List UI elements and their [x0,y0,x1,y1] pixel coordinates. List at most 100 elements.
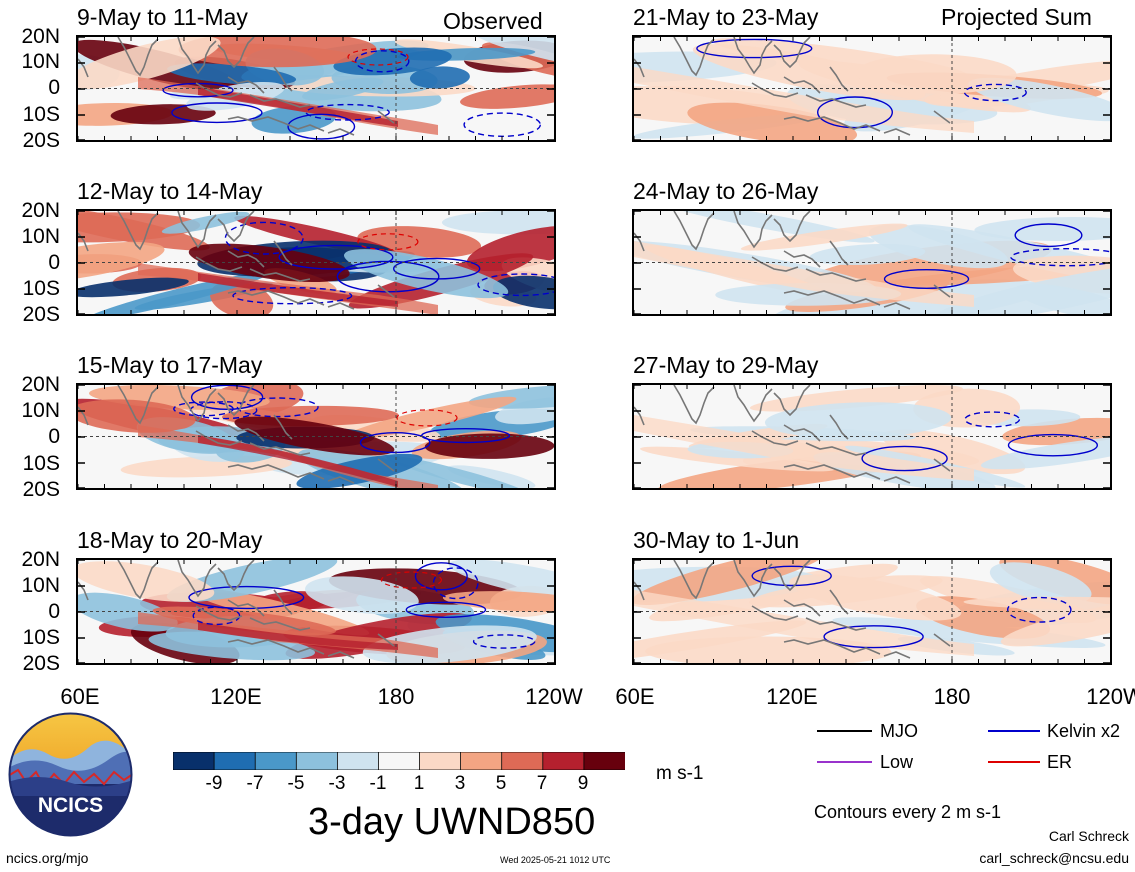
coastline [327,302,355,310]
coastline [217,37,255,69]
anomaly-patch [110,104,216,125]
coastline [117,385,159,425]
coastline [783,250,821,268]
kelvin-contour [359,431,431,454]
coastline [177,385,217,423]
coastline [227,599,265,617]
coastline [751,430,799,446]
lat-20n: 20N [21,199,60,222]
anomaly-patch [341,396,517,440]
colorbar-swatch [501,751,544,771]
map-panel-obs-4 [76,558,556,665]
anomaly-patch [493,275,554,310]
cb-label-3: 3 [454,773,466,794]
lon-label-180: 180 [933,684,971,709]
footer-site: ncics.org/mjo [6,850,89,866]
colorbar-swatch [336,751,380,771]
anomaly-patch [409,66,470,89]
westerly-streak [634,67,974,133]
contour-note: Contours every 2 m s-1 [814,802,1002,822]
anomaly-patch [152,606,336,636]
kelvin-contour [405,601,487,618]
coastline [377,284,395,298]
kelvin-contour [192,606,241,626]
anomaly-patch [980,435,1110,470]
panel-title-obs-2: 12-May to 14-May [77,178,263,204]
lat-20n: 20N [21,25,60,48]
anomaly-patch [931,264,1110,314]
kelvin-contour [1014,223,1083,248]
coastline [673,37,715,77]
coastline [805,442,867,456]
coastline [883,302,911,310]
lat-eq: 0 [48,600,60,623]
kelvin-contour [477,273,554,297]
colorbar-units: m s-1 [656,763,704,784]
anomaly-patch [78,399,196,433]
kelvin-contour [432,567,479,600]
cb-label-m9: -9 [205,773,223,794]
anomaly-patch [470,37,554,71]
anomaly-patch [460,84,554,109]
panel-title-obs-4: 18-May to 20-May [77,527,263,553]
coastline [227,250,265,268]
lat-10n: 10N [21,399,60,422]
colorbar-swatch [460,751,503,771]
anomaly-patch [1000,598,1110,647]
coastline [78,406,89,426]
lat-20s: 20S [22,652,60,675]
coastline [227,424,265,442]
lat-eq: 0 [48,76,60,99]
anomaly-patch [305,576,419,615]
map-panel-obs-3 [76,383,556,490]
cb-label-m3: -3 [328,773,346,794]
lat-eq: 0 [48,425,60,448]
anomaly-patch [386,455,529,488]
coastline [327,128,355,136]
kelvin-contour [1007,433,1099,457]
coastline [751,256,799,272]
coastline [227,464,325,480]
coastline [117,37,159,77]
anomaly-patch [448,560,554,603]
coastline [933,110,951,124]
coastline [883,128,911,136]
anomaly-patch [424,433,554,459]
anomaly-patch [809,243,926,266]
anomaly-patch [645,636,892,663]
coastline [805,94,867,108]
lat-20n: 20N [21,548,60,571]
footer-author: Carl Schreck [1048,828,1129,844]
coastline [883,651,911,659]
panel-title-proj-1: 21-May to 23-May [633,4,819,30]
anomaly-patch [764,402,952,439]
er-contour [396,409,458,427]
coastline [783,76,821,94]
coastline [733,560,773,598]
anomaly-patch [78,212,201,243]
lon-label-120e: 120E [210,684,262,709]
anomaly-patch [687,102,858,140]
kelvin-contour [188,585,305,610]
westerly-core [198,435,398,487]
kelvin-contour [393,257,481,280]
observed-label: Observed [443,8,543,34]
main-title: 3-day UWND850 [308,801,596,843]
kelvin-contour [173,401,234,417]
coastline [805,268,867,282]
westerly-core [198,622,398,650]
coastline [634,58,645,78]
colorbar-swatch [583,751,626,771]
coastline [78,58,89,78]
anomaly-patch [441,211,554,235]
coastline [751,605,799,621]
cb-label-1: 1 [413,773,425,794]
westerly-streak [634,590,974,656]
cb-label-9: 9 [577,773,589,794]
coastline [78,232,89,252]
kelvin-contour [883,269,970,290]
footer-timestamp: Wed 2025-05-21 1012 UTC [500,855,611,865]
coastline [933,458,951,472]
colorbar-swatch [378,751,421,771]
lat-10s: 10S [22,626,60,649]
